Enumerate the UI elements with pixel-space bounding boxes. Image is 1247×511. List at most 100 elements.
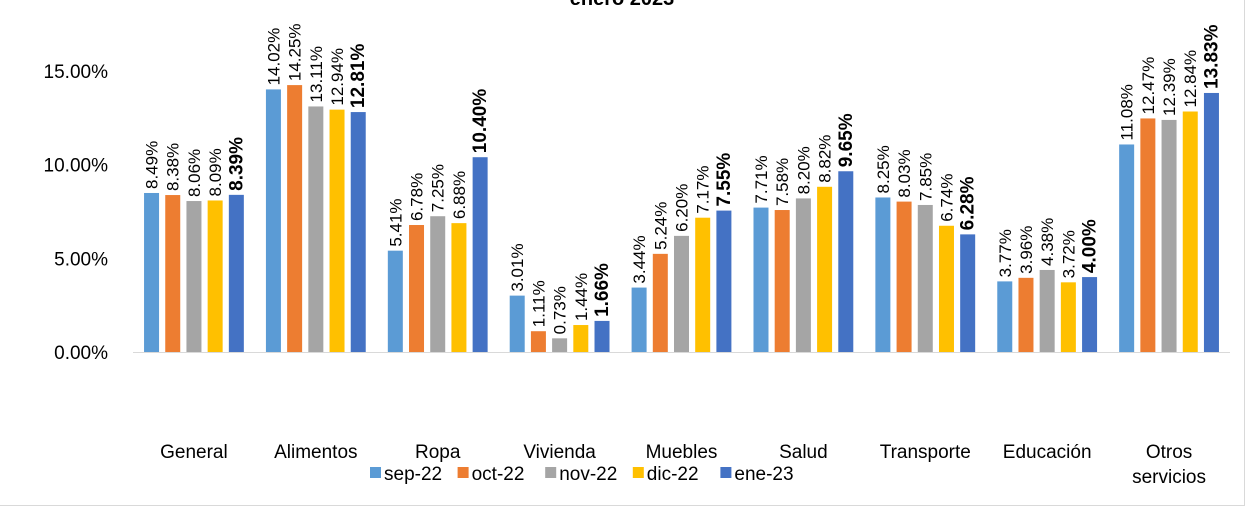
x-tick-label: Vivienda: [523, 442, 596, 463]
legend-swatch: [720, 467, 732, 478]
bar: [451, 223, 467, 352]
data-label: 12.39%: [1160, 58, 1179, 116]
data-label: 6.74%: [937, 174, 956, 222]
bar: [387, 250, 403, 352]
data-label: 6.20%: [673, 184, 692, 232]
data-label: 13.11%: [307, 46, 326, 102]
legend-label: ene-23: [734, 464, 793, 485]
data-label: 12.84%: [1181, 50, 1200, 108]
bar: [652, 253, 668, 352]
data-label: 8.82%: [816, 135, 835, 183]
data-label: 1.44%: [572, 273, 591, 321]
data-label: 8.38%: [164, 143, 183, 191]
x-tick-label: Educación: [1003, 442, 1092, 463]
data-label: 8.06%: [185, 149, 204, 197]
data-label: 7.25%: [429, 164, 448, 212]
x-tick-label: Ropa: [415, 442, 461, 463]
legend-swatch: [457, 467, 469, 478]
bar: [430, 216, 446, 352]
bar: [1119, 144, 1135, 352]
data-label: 8.09%: [206, 148, 225, 196]
data-label: 4.38%: [1038, 218, 1057, 266]
bar: [695, 217, 711, 352]
x-tick-label: Transporte: [880, 442, 971, 463]
chart-title: enero 2023: [0, 0, 1244, 11]
legend-swatch: [545, 467, 557, 478]
data-label: 3.77%: [996, 229, 1015, 277]
bar: [875, 197, 891, 352]
data-label: 0.73%: [551, 286, 570, 334]
bar: [1082, 277, 1098, 352]
data-label: 7.55%: [714, 153, 735, 207]
legend-label: nov-22: [559, 464, 617, 485]
bar: [774, 210, 790, 352]
y-tick-label: 0.00%: [54, 343, 108, 364]
bar: [838, 171, 854, 352]
data-label: 6.88%: [450, 171, 469, 219]
x-tick-label: Muebles: [646, 442, 718, 463]
bar: [409, 225, 425, 352]
bar: [753, 207, 769, 352]
legend-label: sep-22: [384, 464, 442, 485]
bar: [165, 195, 181, 352]
x-tick-label: General: [160, 442, 228, 463]
data-label: 1.11%: [529, 280, 548, 327]
bar: [329, 109, 345, 353]
bar: [674, 235, 689, 352]
data-label: 7.85%: [916, 153, 935, 201]
bar: [917, 204, 933, 352]
data-label: 8.03%: [895, 149, 914, 197]
bar: [207, 200, 223, 352]
data-label: 8.20%: [794, 146, 813, 194]
data-label: 3.72%: [1059, 230, 1078, 278]
y-tick-label: 10.00%: [44, 156, 109, 177]
data-label: 6.78%: [408, 173, 427, 221]
data-label: 7.17%: [694, 166, 713, 214]
bar: [1182, 111, 1198, 352]
bar: [573, 325, 589, 352]
bar: [1161, 119, 1177, 352]
bar: [896, 201, 912, 352]
data-label: 8.49%: [143, 141, 162, 189]
bar: [1060, 282, 1076, 352]
data-label: 12.47%: [1139, 57, 1158, 115]
bar: [265, 89, 281, 353]
data-label: 8.39%: [226, 137, 247, 191]
bar: [1140, 118, 1156, 353]
x-tick-label: Alimentos: [274, 442, 357, 463]
data-label: 4.00%: [1080, 219, 1101, 273]
data-label: 7.58%: [773, 158, 792, 206]
bar: [594, 320, 610, 352]
data-label: 7.71%: [752, 155, 771, 203]
bar: [1018, 277, 1034, 352]
bar: [552, 338, 568, 352]
bar: [1203, 92, 1219, 352]
bar: [817, 186, 833, 352]
bar: [308, 106, 324, 352]
data-label: 8.25%: [874, 145, 893, 193]
bar: [960, 234, 976, 352]
bar: [228, 194, 244, 352]
bar: [938, 225, 954, 352]
data-label: 11.08%: [1118, 84, 1137, 140]
data-label: 6.28%: [958, 176, 979, 230]
legend-swatch: [632, 467, 644, 478]
bar: [631, 287, 647, 352]
data-label: 5.24%: [651, 202, 670, 250]
legend-label: oct-22: [472, 464, 525, 485]
data-label: 12.94%: [328, 48, 347, 106]
x-tick-label: servicios: [1132, 467, 1206, 488]
data-label: 5.41%: [386, 198, 405, 246]
y-tick-label: 15.00%: [44, 62, 109, 83]
bar: [472, 157, 488, 352]
bar: [509, 295, 525, 352]
data-label: 12.81%: [348, 44, 369, 109]
data-label: 3.44%: [630, 235, 649, 283]
bar: [530, 331, 546, 352]
data-label: 3.01%: [508, 243, 527, 291]
bar: [795, 198, 811, 352]
data-label: 3.96%: [1017, 226, 1036, 274]
x-tick-label: Salud: [779, 442, 828, 463]
bar: [997, 281, 1013, 352]
